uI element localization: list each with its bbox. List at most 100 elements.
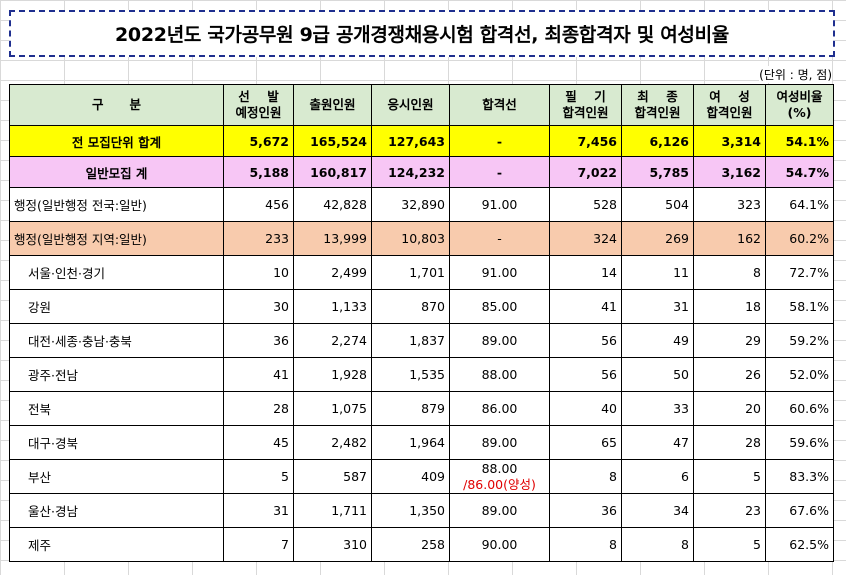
- cell-applicants: 160,817: [293, 156, 372, 188]
- cell-planned: 7: [223, 527, 294, 562]
- cell-planned: 233: [223, 221, 294, 256]
- cell-cutoff: 86.00: [449, 391, 550, 426]
- cell-ratio: 59.6%: [765, 425, 834, 460]
- cell-final: 5,785: [621, 156, 694, 188]
- cell-written: 41: [549, 289, 622, 324]
- cell-written: 14: [549, 255, 622, 290]
- cell-written: 8: [549, 459, 622, 494]
- table-row: 대전·세종·충남·충북 36 2,274 1,837 89.00 56 49 2…: [9, 323, 834, 358]
- cell-female: 23: [693, 493, 766, 528]
- cell-planned: 41: [223, 357, 294, 392]
- cell-takers: 127,643: [371, 125, 450, 157]
- cell-planned: 31: [223, 493, 294, 528]
- table-row: 전북 28 1,075 879 86.00 40 33 20 60.6%: [9, 391, 834, 426]
- cell-applicants: 13,999: [293, 221, 372, 256]
- cell-female: 28: [693, 425, 766, 460]
- cell-takers: 258: [371, 527, 450, 562]
- header-takers: 응시인원: [371, 84, 450, 126]
- cell-cutoff: 91.00: [449, 255, 550, 290]
- unit-note: (단위 : 명, 점): [759, 66, 832, 83]
- cell-applicants: 42,828: [293, 187, 372, 222]
- cell-applicants: 1,075: [293, 391, 372, 426]
- cell-female: 26: [693, 357, 766, 392]
- cell-applicants: 1,711: [293, 493, 372, 528]
- cell-female: 8: [693, 255, 766, 290]
- cell-applicants: 1,928: [293, 357, 372, 392]
- table-row-admin-national: 행정(일반행정 전국:일반) 456 42,828 32,890 91.00 5…: [9, 187, 834, 222]
- cell-female: 3,314: [693, 125, 766, 157]
- cell-planned: 5,672: [223, 125, 294, 157]
- row-label: 행정(일반행정 전국:일반): [9, 187, 224, 222]
- cell-female: 162: [693, 221, 766, 256]
- table-row: 울산·경남 31 1,711 1,350 89.00 36 34 23 67.6…: [9, 493, 834, 528]
- cell-planned: 5: [223, 459, 294, 494]
- cell-planned: 30: [223, 289, 294, 324]
- page-title: 2022년도 국가공무원 9급 공개경쟁채용시험 합격선, 최종합격자 및 여성…: [9, 10, 835, 57]
- cell-written: 7,022: [549, 156, 622, 188]
- cell-ratio: 72.7%: [765, 255, 834, 290]
- row-label: 전 모집단위 합계: [9, 125, 224, 157]
- table-row-general: 일반모집 계 5,188 160,817 124,232 - 7,022 5,7…: [9, 156, 834, 188]
- cell-ratio: 58.1%: [765, 289, 834, 324]
- header-category: 구 분: [9, 84, 224, 126]
- cell-ratio: 54.1%: [765, 125, 834, 157]
- cell-ratio: 60.2%: [765, 221, 834, 256]
- row-label: 부산: [9, 459, 224, 494]
- row-label: 강원: [9, 289, 224, 324]
- cell-applicants: 587: [293, 459, 372, 494]
- table-row: 제주 7 310 258 90.00 8 8 5 62.5%: [9, 527, 834, 562]
- cell-cutoff: 89.00: [449, 493, 550, 528]
- cell-ratio: 54.7%: [765, 156, 834, 188]
- cell-ratio: 83.3%: [765, 459, 834, 494]
- table-row: 광주·전남 41 1,928 1,535 88.00 56 50 26 52.0…: [9, 357, 834, 392]
- cell-cutoff: 88.00 /86.00(양성): [449, 459, 550, 494]
- cell-takers: 870: [371, 289, 450, 324]
- header-female: 여 성 합격인원: [693, 84, 766, 126]
- header-final: 최 종 합격인원: [621, 84, 694, 126]
- cell-takers: 124,232: [371, 156, 450, 188]
- table-row: 서울·인천·경기 10 2,499 1,701 91.00 14 11 8 72…: [9, 255, 834, 290]
- cell-applicants: 2,499: [293, 255, 372, 290]
- cell-applicants: 2,482: [293, 425, 372, 460]
- cell-female: 5: [693, 527, 766, 562]
- table-row: 부산 5 587 409 88.00 /86.00(양성) 8 6 5 83.3…: [9, 459, 834, 494]
- cell-female: 323: [693, 187, 766, 222]
- row-label: 서울·인천·경기: [9, 255, 224, 290]
- cell-cutoff: -: [449, 221, 550, 256]
- cell-planned: 28: [223, 391, 294, 426]
- cell-female: 20: [693, 391, 766, 426]
- cell-written: 324: [549, 221, 622, 256]
- cell-written: 7,456: [549, 125, 622, 157]
- cell-planned: 456: [223, 187, 294, 222]
- cell-written: 36: [549, 493, 622, 528]
- cell-final: 504: [621, 187, 694, 222]
- header-planned: 선 발 예정인원: [223, 84, 294, 126]
- cell-ratio: 64.1%: [765, 187, 834, 222]
- row-label: 대구·경북: [9, 425, 224, 460]
- table-row: 강원 30 1,133 870 85.00 41 31 18 58.1%: [9, 289, 834, 324]
- cell-takers: 10,803: [371, 221, 450, 256]
- cell-female: 18: [693, 289, 766, 324]
- cell-final: 8: [621, 527, 694, 562]
- cell-cutoff: 91.00: [449, 187, 550, 222]
- row-label: 제주: [9, 527, 224, 562]
- cell-takers: 409: [371, 459, 450, 494]
- cell-final: 6: [621, 459, 694, 494]
- cell-takers: 1,535: [371, 357, 450, 392]
- cell-cutoff: 85.00: [449, 289, 550, 324]
- cell-ratio: 60.6%: [765, 391, 834, 426]
- cell-cutoff: 90.00: [449, 527, 550, 562]
- header-female-ratio: 여성비율 (%): [765, 84, 834, 126]
- cell-final: 47: [621, 425, 694, 460]
- cell-planned: 36: [223, 323, 294, 358]
- cell-takers: 1,837: [371, 323, 450, 358]
- cell-applicants: 1,133: [293, 289, 372, 324]
- cell-final: 33: [621, 391, 694, 426]
- cell-written: 56: [549, 357, 622, 392]
- cell-planned: 45: [223, 425, 294, 460]
- cell-takers: 32,890: [371, 187, 450, 222]
- cell-applicants: 310: [293, 527, 372, 562]
- cell-written: 8: [549, 527, 622, 562]
- cell-takers: 879: [371, 391, 450, 426]
- cell-ratio: 52.0%: [765, 357, 834, 392]
